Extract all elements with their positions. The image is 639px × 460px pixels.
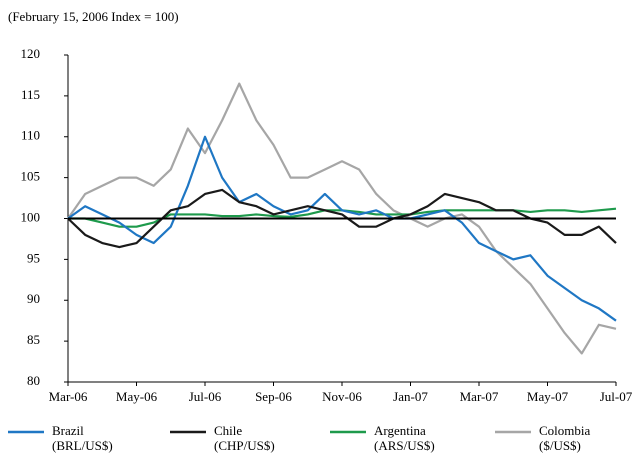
y-tick-label: 120 <box>21 46 41 61</box>
x-tick-label: Jul-06 <box>189 389 222 404</box>
x-tick-label: Mar-06 <box>49 389 88 404</box>
legend-unit: (CHP/US$) <box>214 438 275 453</box>
chart-subtitle: (February 15, 2006 Index = 100) <box>8 9 179 24</box>
x-tick-label: May-07 <box>527 389 569 404</box>
legend-unit: (ARS/US$) <box>374 438 435 453</box>
y-tick-label: 90 <box>27 291 40 306</box>
legend-unit: ($/US$) <box>539 438 581 453</box>
legend-unit: (BRL/US$) <box>52 438 113 453</box>
legend-label: Colombia <box>539 423 591 438</box>
legend-label: Chile <box>214 423 242 438</box>
series-line <box>67 188 617 249</box>
x-tick-label: May-06 <box>116 389 158 404</box>
y-tick-label: 110 <box>21 128 40 143</box>
y-tick-label: 80 <box>27 373 40 388</box>
y-tick-label: 85 <box>27 332 40 347</box>
x-tick-label: Nov-06 <box>322 389 362 404</box>
x-tick-label: Jan-07 <box>393 389 428 404</box>
series-line <box>67 135 617 322</box>
y-tick-label: 105 <box>21 169 41 184</box>
legend-label: Argentina <box>374 423 426 438</box>
x-tick-label: Mar-07 <box>460 389 499 404</box>
y-tick-label: 100 <box>21 209 41 224</box>
x-tick-label: Jul-07 <box>600 389 633 404</box>
y-tick-label: 95 <box>27 250 40 265</box>
x-tick-label: Sep-06 <box>255 389 292 404</box>
y-tick-label: 115 <box>21 87 40 102</box>
series-line <box>67 82 617 355</box>
legend-label: Brazil <box>52 423 84 438</box>
